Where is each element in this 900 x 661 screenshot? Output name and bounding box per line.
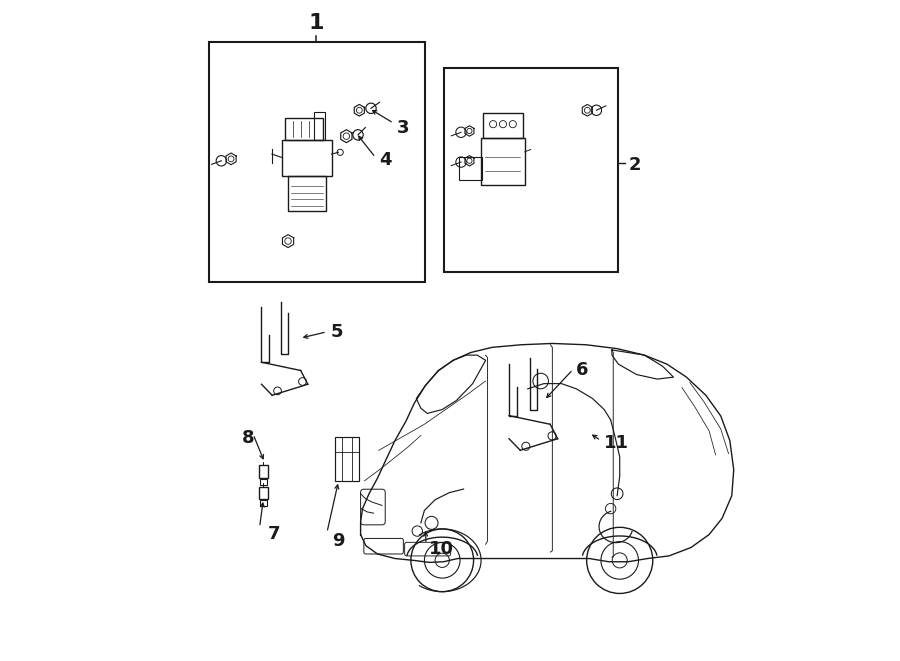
Bar (259, 465, 268, 478)
Text: 3: 3 (397, 119, 410, 137)
Bar (288, 176, 326, 212)
Bar (259, 486, 268, 499)
Text: 11: 11 (604, 434, 629, 452)
Text: 5: 5 (330, 323, 343, 341)
Text: 7: 7 (267, 525, 280, 543)
Text: 2: 2 (628, 156, 641, 174)
Text: 10: 10 (429, 540, 454, 558)
Bar (459, 157, 482, 180)
Text: 1: 1 (308, 13, 324, 32)
Bar (444, 68, 618, 272)
Text: 8: 8 (241, 428, 254, 447)
Bar (285, 118, 323, 140)
Bar (482, 137, 525, 184)
Text: 6: 6 (576, 360, 589, 379)
Bar (260, 500, 266, 506)
Bar (283, 140, 331, 176)
Bar (209, 42, 426, 282)
Bar (260, 479, 266, 485)
Bar (314, 112, 325, 140)
Text: 9: 9 (332, 531, 345, 549)
Bar (483, 113, 523, 137)
Bar (335, 437, 359, 481)
Text: 4: 4 (379, 151, 392, 169)
